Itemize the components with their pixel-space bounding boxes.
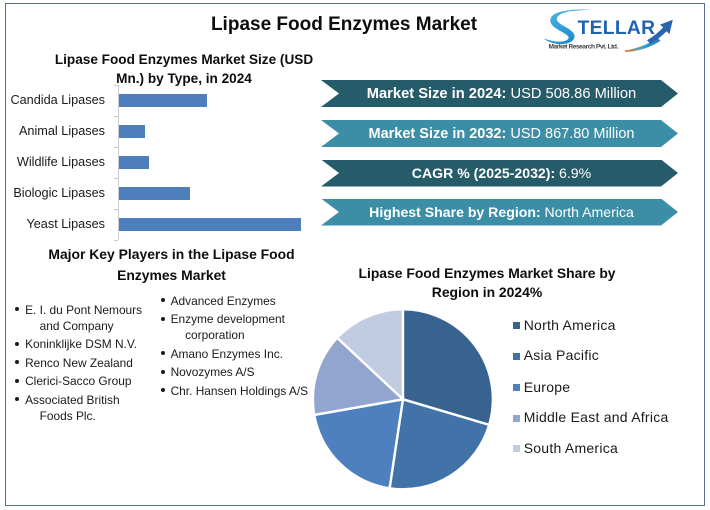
svg-text:Market Research Pvt. Ltd.: Market Research Pvt. Ltd. — [549, 44, 619, 51]
svg-text:TELLAR: TELLAR — [578, 18, 656, 39]
